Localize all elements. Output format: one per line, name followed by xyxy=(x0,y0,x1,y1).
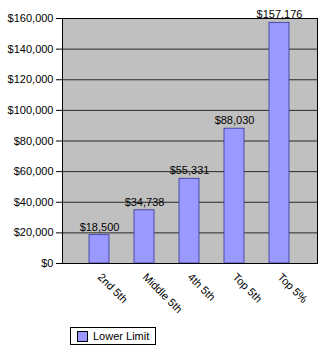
svg-text:Top 5%: Top 5% xyxy=(276,271,311,306)
svg-text:$34,738: $34,738 xyxy=(125,196,165,208)
svg-text:$18,500: $18,500 xyxy=(80,221,120,233)
svg-text:$120,000: $120,000 xyxy=(8,73,54,85)
svg-text:$55,331: $55,331 xyxy=(170,164,210,176)
svg-text:$88,030: $88,030 xyxy=(215,114,255,126)
svg-text:Middle 5th: Middle 5th xyxy=(141,271,185,315)
svg-text:$80,000: $80,000 xyxy=(14,135,54,147)
svg-text:$20,000: $20,000 xyxy=(14,226,54,238)
svg-text:$140,000: $140,000 xyxy=(8,43,54,55)
svg-text:Top 5th: Top 5th xyxy=(231,271,265,305)
svg-text:4th 5th: 4th 5th xyxy=(186,271,218,303)
html-text:Lower Limit: Lower Limit xyxy=(93,330,150,342)
svg-text:$100,000: $100,000 xyxy=(8,104,54,116)
svg-text:$160,000: $160,000 xyxy=(8,12,54,24)
svg-text:$60,000: $60,000 xyxy=(14,165,54,177)
svg-text:$40,000: $40,000 xyxy=(14,196,54,208)
svg-text:2nd 5th: 2nd 5th xyxy=(96,271,130,305)
svg-text:$0: $0 xyxy=(41,257,53,269)
svg-text:$157,176: $157,176 xyxy=(256,8,303,21)
